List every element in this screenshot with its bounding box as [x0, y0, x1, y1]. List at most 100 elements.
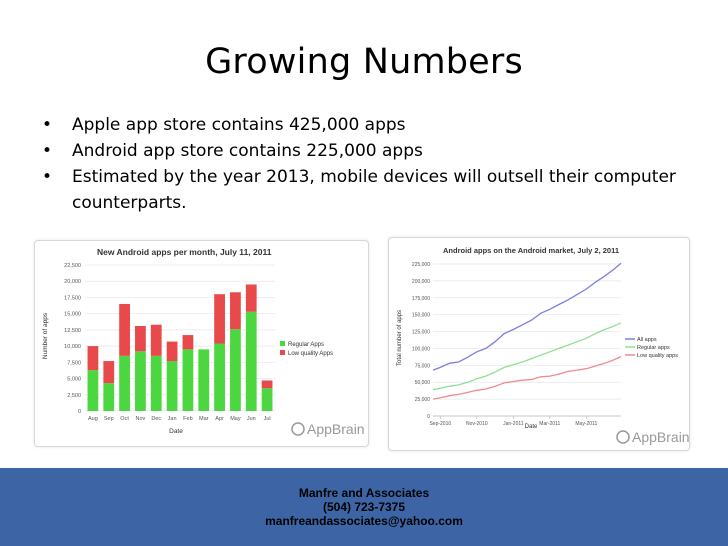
bar-regular-aug: [87, 370, 99, 411]
y-tick-label: 17,500: [64, 295, 81, 301]
bar-regular-oct: [119, 355, 130, 411]
x-tick-label: May-2011: [575, 421, 597, 427]
bullet-text: Apple app store contains 425,000 apps: [72, 115, 406, 135]
monthly-apps-chart-panel: New Android apps per month, July 11, 201…: [34, 240, 369, 447]
bullet-dot: •: [42, 141, 53, 161]
x-tick-label: Jun: [247, 416, 256, 422]
bar-low-quality-oct: [119, 303, 130, 356]
bullet-dot: •: [42, 115, 53, 135]
bar-low-quality-aug: [87, 346, 99, 371]
legend-swatch-regular: [280, 341, 285, 346]
y-tick-label: 175,000: [412, 296, 430, 302]
y-tick-label: 7,500: [67, 360, 81, 366]
y-axis-label: Number of apps: [42, 312, 49, 359]
y-tick-label: 5,000: [67, 377, 81, 383]
total-apps-line-chart: Android apps on the Android market, July…: [397, 246, 690, 445]
bullet-item: • Estimated by the year 2013, mobile devi…: [42, 164, 722, 216]
appbrain-logo: AppBrain: [616, 429, 690, 445]
legend-swatch-low-quality: [280, 350, 285, 355]
y-tick-label: 0: [78, 409, 81, 415]
line-regular-apps: [432, 322, 622, 391]
bar-regular-sep: [103, 383, 115, 411]
bar-regular-may: [230, 329, 241, 411]
appbrain-logo-icon: [291, 422, 305, 436]
x-tick-label: Dec: [151, 416, 161, 422]
bar-regular-jun: [245, 311, 257, 411]
bar-regular-jan: [166, 361, 178, 411]
legend-label: Regular Apps: [288, 342, 324, 348]
bar-regular-nov: [135, 351, 146, 411]
total-apps-chart-panel: Android apps on the Android market, July…: [388, 237, 690, 451]
appbrain-logo: AppBrain: [291, 421, 365, 437]
y-tick-label: 150,000: [412, 313, 430, 319]
y-tick-label: 200,000: [412, 279, 430, 285]
y-tick-label: 25,000: [415, 397, 431, 403]
bar-low-quality-jul: [261, 380, 273, 389]
y-tick-label: 12,500: [64, 328, 81, 334]
monthly-apps-bar-chart: New Android apps per month, July 11, 201…: [42, 247, 365, 437]
y-tick-label: 0: [427, 414, 430, 420]
x-tick-label: Sep: [104, 416, 114, 422]
x-tick-label: Nov-2010: [466, 421, 488, 427]
x-tick-label: Nov: [136, 416, 146, 422]
bar-regular-jul: [261, 388, 273, 411]
footer-phone: (504) 723-7375: [322, 500, 406, 514]
bar-low-quality-feb: [182, 335, 194, 350]
legend-label: Low quality apps: [637, 353, 678, 359]
x-tick-label: Mar-2011: [539, 421, 560, 427]
x-tick-label: Sep-2010: [429, 421, 451, 427]
y-tick-label: 10,000: [64, 344, 81, 350]
x-tick-label: Jul: [264, 416, 271, 422]
bullet-item: • Android app store contains 225,000 apps: [42, 138, 722, 164]
footer-bar: Manfre and Associates (504) 723-7375 man…: [0, 468, 728, 546]
y-tick-label: 75,000: [415, 363, 431, 369]
x-tick-label: Feb: [183, 416, 192, 422]
x-tick-label: Aug: [88, 416, 98, 422]
line-all-apps: [432, 262, 622, 371]
line-low-quality-apps: [432, 356, 622, 400]
watermark-text: AppBrain: [307, 421, 365, 437]
chart-legend: All apps Regular apps Low quality apps: [625, 337, 678, 359]
legend-label: Low quality Apps: [288, 351, 333, 357]
x-axis-label: Date: [525, 424, 538, 430]
bar-low-quality-jan: [166, 341, 178, 362]
bullet-text: Android app store contains 225,000 apps: [72, 141, 423, 161]
legend-label: Regular apps: [637, 345, 670, 351]
y-tick-label: 2,500: [67, 393, 81, 399]
bar-low-quality-nov: [135, 325, 146, 352]
x-tick-label: Apr: [215, 416, 224, 422]
bar-regular-feb: [182, 349, 194, 411]
x-tick-label: Oct: [120, 416, 129, 422]
footer-email: manfreandassociates@yahoo.com: [265, 514, 463, 528]
footer-contact: Manfre and Associates (504) 723-7375 man…: [0, 486, 728, 528]
bar-low-quality-apr: [214, 294, 225, 344]
chart-title: Android apps on the Android market, July…: [443, 246, 619, 255]
y-tick-label: 20,000: [64, 279, 81, 285]
x-tick-label: Jan: [168, 416, 177, 422]
bullet-item: • Apple app store contains 425,000 apps: [42, 112, 722, 138]
y-tick-label: 50,000: [415, 380, 431, 386]
bullet-text: Estimated by the year 2013, mobile devic…: [72, 167, 676, 213]
footer-company: Manfre and Associates: [298, 486, 430, 500]
appbrain-logo-icon: [616, 430, 630, 444]
x-tick-label: Jan-2011: [503, 421, 524, 427]
legend-label: All apps: [637, 337, 657, 343]
bar-regular-apr: [214, 343, 225, 411]
watermark-text: AppBrain: [632, 429, 689, 445]
bar-low-quality-may: [230, 292, 241, 330]
chart-title: New Android apps per month, July 11, 201…: [97, 247, 272, 257]
bar-regular-dec: [150, 355, 162, 411]
y-tick-label: 100,000: [412, 346, 430, 352]
bar-regular-mar: [198, 349, 210, 411]
chart-legend: Regular Apps Low quality Apps: [280, 341, 333, 357]
bar-low-quality-sep: [103, 361, 115, 384]
x-axis-label: Date: [169, 428, 183, 435]
y-tick-label: 22,500: [64, 263, 81, 269]
bar-low-quality-dec: [150, 324, 162, 356]
slide-title: Growing Numbers: [205, 42, 523, 82]
y-tick-label: 15,000: [64, 312, 81, 318]
bullet-list: • Apple app store contains 425,000 apps •…: [42, 112, 722, 216]
y-tick-label: 125,000: [412, 330, 430, 336]
x-tick-label: Mar: [199, 416, 209, 422]
bar-low-quality-jun: [245, 284, 257, 312]
